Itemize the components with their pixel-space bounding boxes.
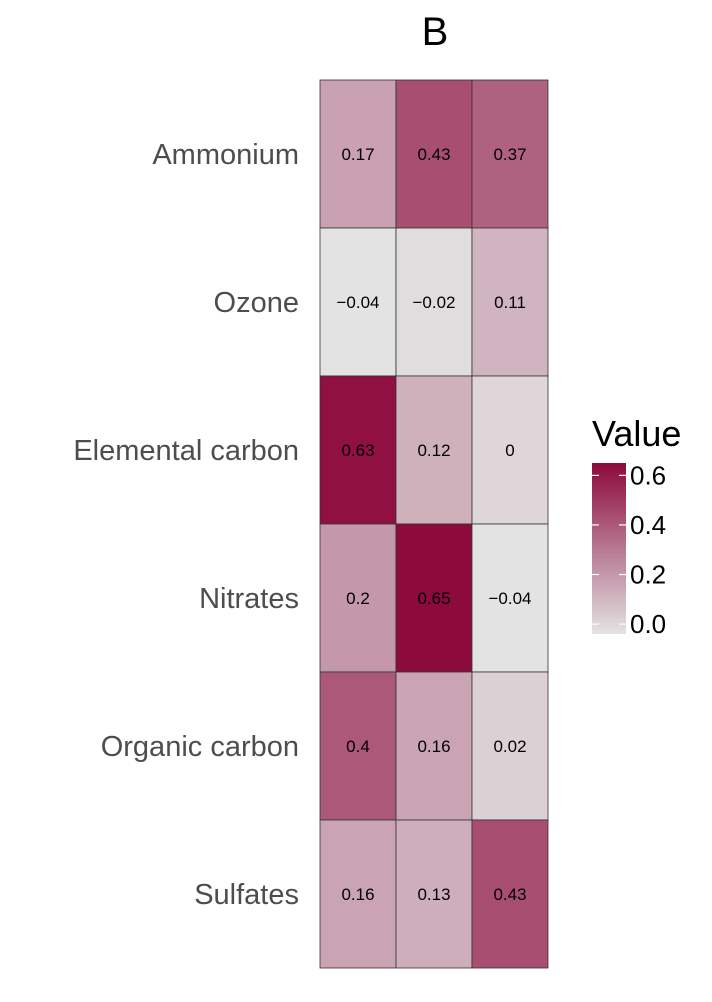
chart-title: B [422,10,449,54]
cell-value-label: −0.04 [336,293,379,312]
heatmap-cell [319,79,397,229]
heatmap-cell [319,671,397,821]
cell-value-label: 0.13 [417,885,450,904]
row-labels: Ammonium Ozone Elemental carbon Nitrates Org… [73,139,299,911]
cell-value-label: −0.04 [488,589,531,608]
heatmap-cell [395,79,473,229]
heatmap-cell [395,375,473,525]
legend-colorbar [592,463,626,634]
cell-value-label: 0.65 [417,589,450,608]
row-label: Organic carbon [101,731,299,763]
heatmap-cell [471,79,549,229]
cell-value-label: 0.37 [493,145,526,164]
cell-value-label: 0.4 [346,737,370,756]
legend-ticks: 0.6 0.4 0.2 0.0 [592,460,666,639]
row-label: Ammonium [152,139,299,171]
legend-tick-label: 0.6 [630,460,666,490]
heatmap-cell [395,819,473,969]
cell-value-label: 0.16 [417,737,450,756]
row-label: Nitrates [199,583,299,615]
cell-value-label: 0.02 [493,737,526,756]
legend-tick-label: 0.2 [630,560,666,590]
heatmap-cell [471,671,549,821]
row-label: Ozone [214,287,299,319]
row-label: Sulfates [194,879,299,911]
cell-value-label: 0.12 [417,441,450,460]
heatmap-cell [319,819,397,969]
legend: Value 0.6 0.4 0.2 0.0 [592,413,681,639]
heatmap-cells: 0.17 0.43 0.37 −0.04 −0.02 0.11 0.63 0.12 0 0.2 0.… [319,79,549,969]
heatmap-cell [471,819,549,969]
heatmap-cell [319,227,397,377]
heatmap-cell [471,523,549,673]
cell-value-label: 0.11 [494,293,526,312]
cell-value-label: 0.2 [346,589,370,608]
legend-title: Value [592,413,681,454]
cell-value-label: 0.43 [417,145,450,164]
cell-value-label: 0.17 [341,145,374,164]
cell-value-label: −0.02 [412,293,455,312]
heatmap-cell [395,227,473,377]
cell-value-label: 0.43 [493,885,526,904]
heatmap-cell [319,523,397,673]
legend-tick-label: 0.4 [630,510,666,540]
heatmap-cell [471,227,549,377]
cell-value-label: 0 [505,441,514,460]
heatmap-cell [395,671,473,821]
row-label: Elemental carbon [73,435,299,467]
cell-value-label: 0.63 [341,441,374,460]
cell-value-label: 0.16 [341,885,374,904]
legend-tick-label: 0.0 [630,609,666,639]
